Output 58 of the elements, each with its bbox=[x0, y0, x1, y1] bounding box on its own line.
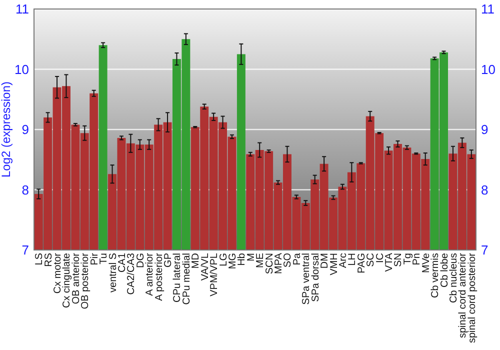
x-tick-label: MG bbox=[227, 252, 238, 270]
x-tick-label: OB posterior bbox=[80, 252, 92, 310]
x-tick-label: LS bbox=[34, 252, 46, 266]
x-tick-label: IC bbox=[374, 253, 386, 263]
x-tick-label: Pa bbox=[292, 252, 303, 266]
y-axis-title: Log2 (expression) bbox=[0, 81, 13, 178]
x-tick-label: spinal cord posterior bbox=[466, 252, 478, 344]
x-tick-label: Arc bbox=[338, 253, 349, 268]
y2-tick-label: 11 bbox=[481, 2, 494, 17]
x-tick-label: DM bbox=[320, 253, 331, 269]
x-tick-label: A posterior bbox=[154, 252, 165, 301]
x-tick-label: SCN bbox=[264, 253, 276, 274]
y-tick-label: 8 bbox=[22, 182, 29, 198]
x-tick-label: OB anterior bbox=[70, 252, 82, 304]
x-tick-label: SO bbox=[282, 252, 294, 268]
x-tick-label: Cb nucleus bbox=[448, 253, 460, 304]
x-tick-label: VMH bbox=[328, 253, 340, 276]
x-tick-label: spinal cord anterior bbox=[458, 252, 469, 338]
y2-tick-label: 10 bbox=[481, 62, 496, 77]
x-tick-label: Pn bbox=[412, 253, 423, 266]
x-tick-label: Cx cingulate bbox=[62, 252, 73, 308]
x-tick-label: ventral S bbox=[108, 252, 119, 292]
x-tick-label: LH bbox=[347, 253, 358, 266]
y-tick-label: 10 bbox=[14, 62, 29, 77]
x-tick-label: CA1 bbox=[116, 252, 128, 272]
x-tick-label: SPa dorsal bbox=[310, 253, 322, 302]
x-tick-label: Cb vermis bbox=[430, 253, 442, 298]
x-tick-label: CA2/CA3 bbox=[126, 252, 138, 295]
x-tick-label: A anterior bbox=[144, 252, 156, 296]
x-tick-label: Tg bbox=[402, 253, 414, 265]
x-tick-label: MPA bbox=[274, 252, 285, 274]
x-tick-label: Tu bbox=[98, 253, 110, 264]
x-tick-label: VA/VL bbox=[200, 252, 211, 281]
y-tick-label: 7 bbox=[22, 242, 29, 258]
y2-tick-label: 9 bbox=[481, 122, 488, 138]
x-tick-label: PAG bbox=[356, 252, 368, 274]
x-tick-label: CPu medial bbox=[181, 253, 192, 305]
x-tick-label: Pir bbox=[89, 252, 100, 266]
x-tick-label: M bbox=[246, 253, 257, 262]
y2-tick-label: 8 bbox=[481, 182, 488, 198]
x-tick-label: DG bbox=[135, 252, 146, 268]
x-tick-label: MVe bbox=[420, 252, 432, 274]
x-tick-label: MD bbox=[190, 253, 202, 269]
y-tick-label: 11 bbox=[16, 2, 29, 17]
x-tick-label: VTA bbox=[384, 252, 396, 272]
y-tick-label: 9 bbox=[22, 122, 29, 138]
x-tick-label: VPM/VPL bbox=[209, 252, 220, 296]
y2-tick-label: 7 bbox=[481, 242, 488, 258]
x-tick-label: ME bbox=[255, 252, 266, 268]
x-tick-label: Cb lobe bbox=[439, 252, 450, 288]
x-tick-label: RS bbox=[43, 252, 54, 267]
x-tick-label: SC bbox=[366, 253, 377, 267]
x-tick-label: Hb bbox=[236, 252, 248, 266]
x-tick-label: SN bbox=[393, 253, 404, 267]
x-tick-label: SPa ventral bbox=[301, 253, 312, 305]
x-tick-label: CPu lateral bbox=[172, 253, 184, 302]
x-tick-label: GP bbox=[163, 252, 174, 268]
x-tick-label: LG bbox=[218, 252, 230, 266]
